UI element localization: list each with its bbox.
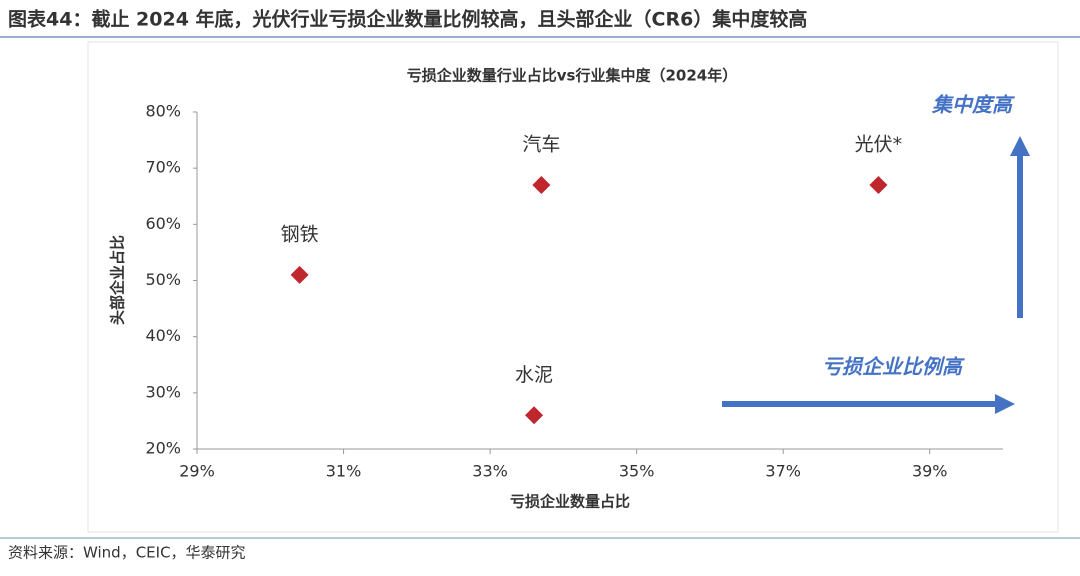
- x-tick-label: 33%: [472, 462, 508, 481]
- right-arrow-head: [995, 394, 1015, 414]
- point: [532, 176, 551, 195]
- point-label: 光伏*: [855, 134, 903, 156]
- point: [869, 176, 888, 195]
- annotation: 亏损企业比例高: [822, 355, 965, 379]
- y-tick-label: 50%: [145, 270, 181, 289]
- chart-title: 亏损企业数量行业占比vs行业集中度（2024年）: [407, 67, 737, 85]
- x-tick-label: 37%: [765, 462, 801, 481]
- point-label: 汽车: [522, 134, 560, 156]
- x-tick-label: 31%: [326, 462, 362, 481]
- source: 资料来源：Wind，CEIC，华泰研究: [8, 544, 246, 562]
- x-tick-label: 35%: [619, 462, 655, 481]
- y-tick-label: 30%: [145, 382, 181, 401]
- point: [525, 406, 544, 425]
- up-arrow-head: [1010, 136, 1030, 156]
- chart-frame: [87, 41, 1059, 533]
- x-axis-label: 亏损企业数量占比: [510, 493, 630, 511]
- y-tick-label: 20%: [145, 439, 181, 458]
- y-tick-label: 70%: [145, 158, 181, 177]
- annotation: 集中度高: [931, 93, 1015, 117]
- y-tick-label: 40%: [145, 326, 181, 345]
- point-label: 水泥: [515, 364, 553, 386]
- point-label: 钢铁: [281, 223, 319, 245]
- point: [290, 265, 309, 284]
- x-tick-label: 39%: [912, 462, 948, 481]
- y-axis-label: 头部企业占比: [109, 235, 127, 325]
- y-tick-label: 80%: [145, 102, 181, 121]
- y-tick-label: 60%: [145, 214, 181, 233]
- header-title: 图表44：截止 2024 年底，光伏行业亏损企业数量比例较高，且头部企业（CR6…: [8, 8, 807, 31]
- x-tick-label: 29%: [179, 462, 215, 481]
